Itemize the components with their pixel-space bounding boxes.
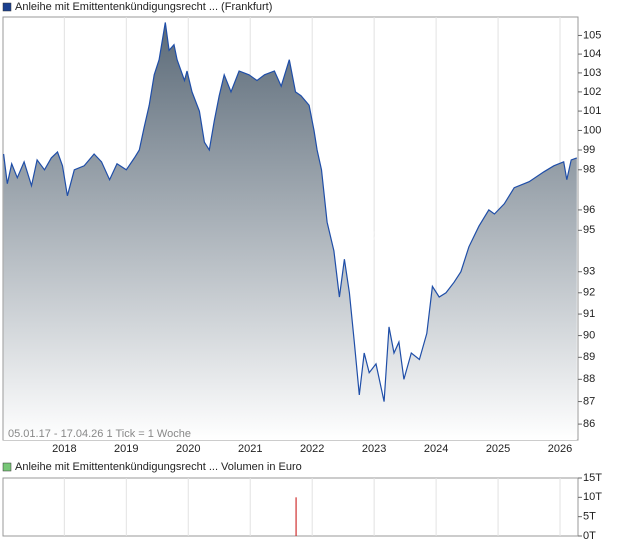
x-tick-label: 2019 bbox=[114, 443, 138, 455]
y-tick-label: 88 bbox=[583, 373, 595, 385]
y-tick-label: 103 bbox=[583, 67, 601, 79]
x-tick-label: 2025 bbox=[486, 443, 510, 455]
y-tick-label: 92 bbox=[583, 287, 595, 299]
plot-frame bbox=[2, 477, 579, 537]
y-tick-label: 95 bbox=[583, 224, 595, 236]
y-tick-label: 104 bbox=[583, 48, 601, 60]
y-tick-label: 101 bbox=[583, 105, 601, 117]
y-tick-label: 96 bbox=[583, 204, 595, 216]
legend-label: Anleihe mit Emittentenkündigungsrecht ..… bbox=[15, 461, 302, 473]
legend-swatch bbox=[2, 462, 12, 472]
y-tick-label: 105 bbox=[583, 29, 601, 41]
y-tick-label: 98 bbox=[583, 164, 595, 176]
legend-swatch bbox=[2, 2, 12, 12]
y-tick-label: 102 bbox=[583, 86, 601, 98]
x-tick-label: 2021 bbox=[238, 443, 262, 455]
x-tick-label: 2026 bbox=[548, 443, 572, 455]
y-tick-label: 93 bbox=[583, 266, 595, 278]
x-tick-label: 2018 bbox=[52, 443, 76, 455]
y-tick-label: 15T bbox=[583, 472, 602, 484]
y-tick-label: 0T bbox=[583, 530, 596, 542]
x-tick-label: 2024 bbox=[424, 443, 448, 455]
price-line bbox=[3, 22, 578, 402]
volume-bar bbox=[295, 497, 297, 536]
y-tick-label: 10T bbox=[583, 491, 602, 503]
x-tick-label: 2020 bbox=[176, 443, 200, 455]
x-tick-label: 2023 bbox=[362, 443, 386, 455]
y-tick-label: 5T bbox=[583, 511, 596, 523]
y-tick-label: 100 bbox=[583, 124, 601, 136]
y-tick-label: 86 bbox=[583, 418, 595, 430]
footer: 05.01.17 - 17.04.26 1 Tick = 1 Woche bbox=[8, 428, 191, 440]
watermark: ECK bbox=[341, 228, 385, 250]
y-tick-label: 87 bbox=[583, 395, 595, 407]
y-tick-label: 91 bbox=[583, 308, 595, 320]
y-tick-label: 89 bbox=[583, 351, 595, 363]
area-fill bbox=[3, 22, 577, 440]
y-tick-label: 90 bbox=[583, 329, 595, 341]
legend-label: Anleihe mit Emittentenkündigungsrecht ..… bbox=[15, 1, 272, 13]
x-tick-label: 2022 bbox=[300, 443, 324, 455]
y-tick-label: 99 bbox=[583, 144, 595, 156]
